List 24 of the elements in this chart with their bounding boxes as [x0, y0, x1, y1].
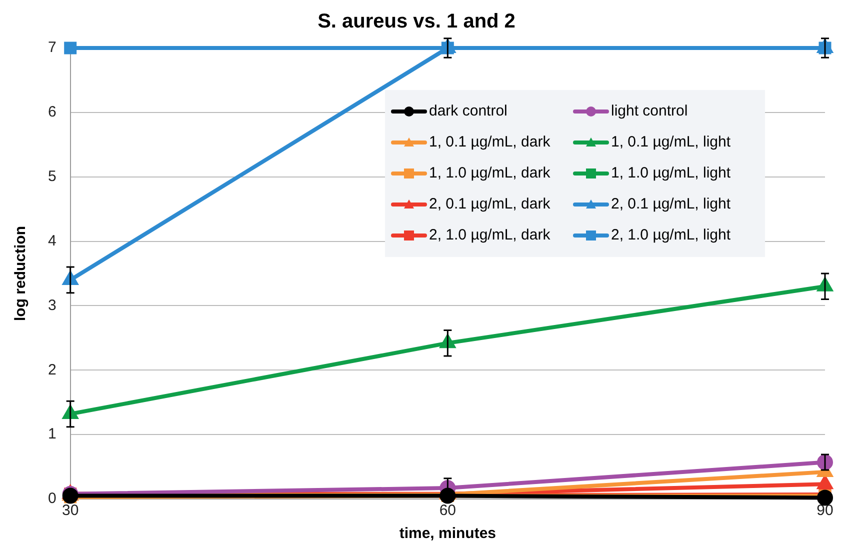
legend-label: dark control [429, 102, 508, 120]
legend-label: 1, 1.0 µg/mL, dark [429, 164, 551, 182]
legend-label: 2, 0.1 µg/mL, light [611, 196, 732, 213]
x-axis-title: time, minutes [399, 525, 496, 542]
legend-label: 2, 1.0 µg/mL, light [611, 226, 732, 244]
x-tick-label: 90 [816, 502, 834, 520]
y-tick-label: 3 [48, 296, 56, 314]
y-tick-label: 7 [48, 39, 56, 56]
legend-label: 2, 0.1 µg/mL, dark [429, 196, 551, 213]
y-tick-label: 0 [48, 490, 56, 508]
legend-label: 2, 1.0 µg/mL, dark [429, 226, 551, 244]
y-tick-label: 4 [48, 232, 56, 250]
x-tick-label: 30 [62, 502, 79, 520]
y-tick-label: 2 [48, 361, 56, 378]
legend-label: 1, 0.1 µg/mL, dark [429, 134, 551, 151]
legend-label: 1, 0.1 µg/mL, light [611, 134, 732, 151]
y-tick-label: 1 [48, 426, 56, 443]
legend-label: 1, 1.0 µg/mL, light [611, 164, 732, 182]
chart-title: S. aureus vs. 1 and 2 [318, 10, 516, 33]
x-tick-label: 60 [439, 502, 456, 520]
y-tick-label: 5 [48, 168, 56, 185]
y-tick-label: 6 [48, 104, 56, 121]
legend-label: light control [611, 102, 688, 120]
y-axis-title: log reduction [12, 226, 30, 321]
